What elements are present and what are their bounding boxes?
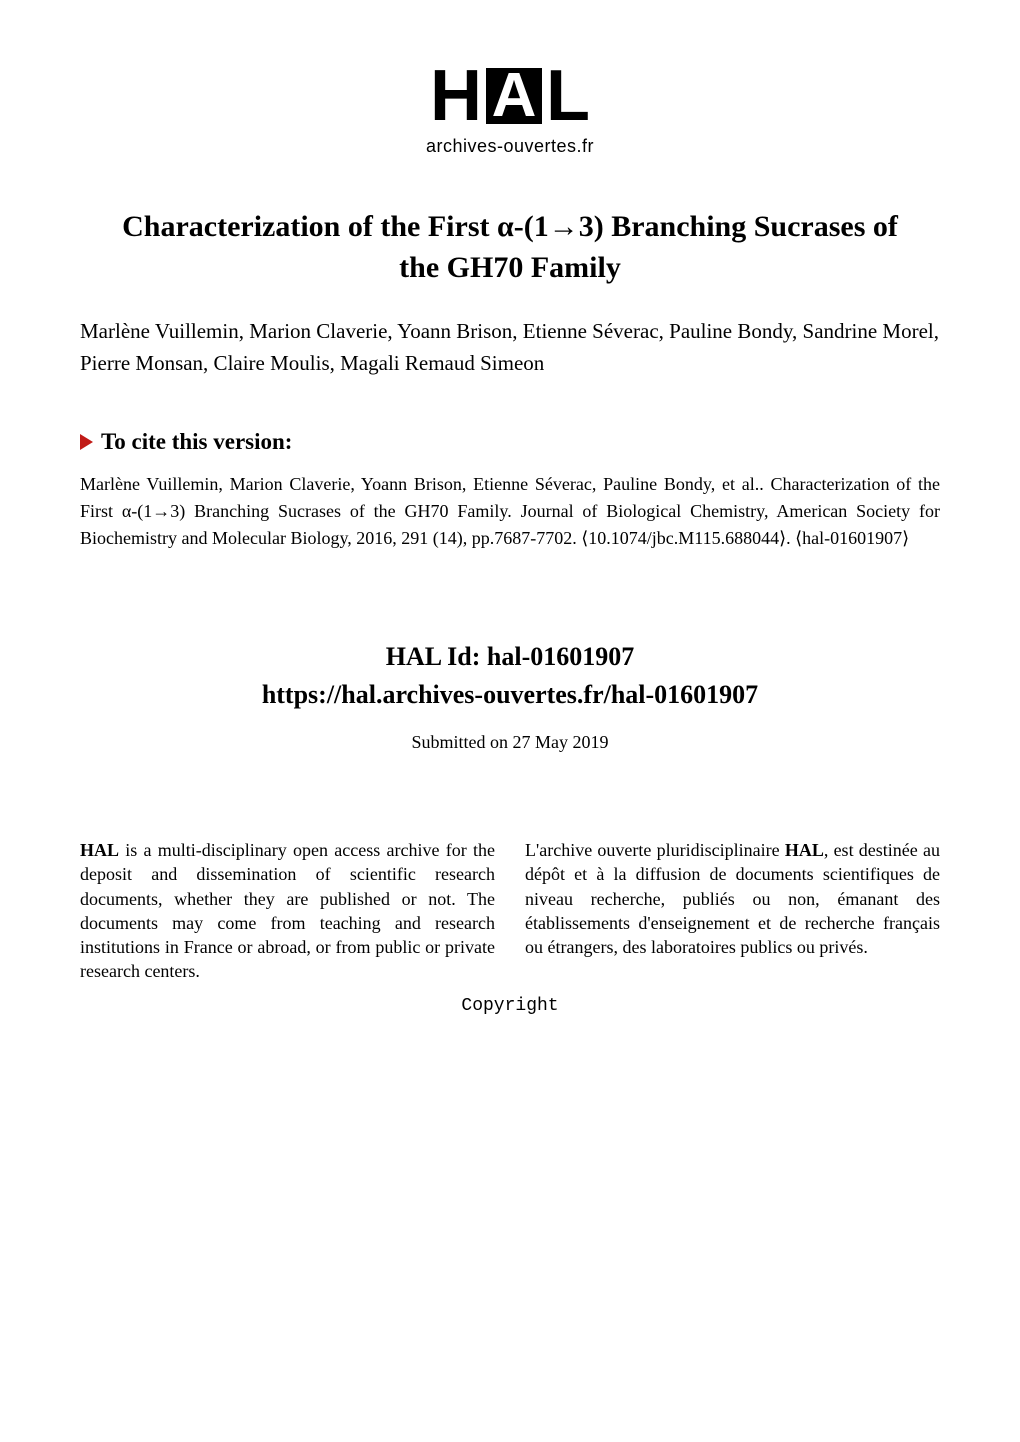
description-col-fr: L'archive ouverte pluridisciplinaire HAL… xyxy=(525,838,940,984)
col-en-text: is a multi-disciplinary open access arch… xyxy=(80,840,495,981)
hal-logo-a: A xyxy=(492,65,537,127)
col-en-lead: HAL xyxy=(80,840,119,860)
copyright-label: Copyright xyxy=(80,996,940,1016)
hal-logo-inner: H A L archives-ouvertes.fr xyxy=(426,60,594,157)
description-col-en: HAL is a multi-disciplinary open access … xyxy=(80,838,495,984)
author-list: Marlène Vuillemin, Marion Claverie, Yoan… xyxy=(80,316,940,379)
hal-logo-box: A xyxy=(486,68,542,124)
hal-url: https://hal.archives-ouvertes.fr/hal-016… xyxy=(80,680,940,710)
col-fr-lead: HAL xyxy=(785,840,824,860)
title-text: Characterization of the First α-(1→3) Br… xyxy=(122,210,898,284)
cite-header: To cite this version: xyxy=(80,429,940,455)
paper-title: Characterization of the First α-(1→3) Br… xyxy=(120,207,900,288)
triangle-right-icon xyxy=(80,434,93,450)
description-columns: HAL is a multi-disciplinary open access … xyxy=(80,838,940,984)
cite-heading: To cite this version: xyxy=(101,429,292,455)
hal-logo: H A L archives-ouvertes.fr xyxy=(80,60,940,157)
hal-logo-h: H xyxy=(430,60,482,132)
hal-id: HAL Id: hal-01601907 xyxy=(80,642,940,672)
hal-url-link[interactable]: https://hal.archives-ouvertes.fr/hal-016… xyxy=(262,680,758,709)
col-fr-pre: L'archive ouverte pluridisciplinaire xyxy=(525,840,785,860)
submitted-date: Submitted on 27 May 2019 xyxy=(80,732,940,753)
hal-logo-l: L xyxy=(546,60,590,132)
hal-logo-subtitle: archives-ouvertes.fr xyxy=(426,136,594,157)
citation-text: Marlène Vuillemin, Marion Claverie, Yoan… xyxy=(80,471,940,552)
hal-logo-letters: H A L xyxy=(430,60,590,132)
